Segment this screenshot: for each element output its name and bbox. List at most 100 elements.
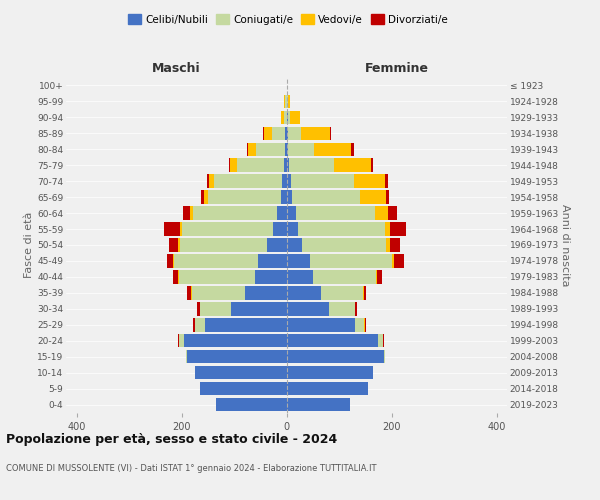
- Bar: [313, 270, 376, 283]
- Bar: [232, 302, 287, 316]
- Bar: [182, 222, 274, 236]
- Bar: [245, 286, 287, 300]
- Bar: [256, 142, 285, 156]
- Bar: [257, 254, 287, 268]
- Bar: [186, 350, 187, 364]
- Bar: [214, 174, 283, 188]
- Bar: [329, 126, 331, 140]
- Bar: [190, 206, 193, 220]
- Bar: [182, 206, 190, 220]
- Bar: [263, 126, 265, 140]
- Bar: [187, 350, 287, 364]
- Bar: [329, 302, 355, 316]
- Bar: [351, 142, 354, 156]
- Bar: [255, 270, 287, 283]
- Bar: [178, 238, 180, 252]
- Bar: [296, 206, 374, 220]
- Bar: [292, 190, 360, 204]
- Bar: [364, 286, 366, 300]
- Bar: [383, 350, 385, 364]
- Bar: [287, 286, 320, 300]
- Bar: [287, 158, 289, 172]
- Bar: [390, 222, 406, 236]
- Bar: [272, 126, 286, 140]
- Bar: [248, 142, 256, 156]
- Bar: [236, 158, 284, 172]
- Bar: [284, 94, 286, 108]
- Bar: [200, 302, 232, 316]
- Text: Popolazione per età, sesso e stato civile - 2024: Popolazione per età, sesso e stato civil…: [6, 432, 337, 446]
- Bar: [290, 110, 299, 124]
- Bar: [301, 126, 329, 140]
- Bar: [354, 174, 385, 188]
- Bar: [169, 238, 178, 252]
- Bar: [286, 94, 287, 108]
- Bar: [284, 158, 287, 172]
- Bar: [286, 126, 287, 140]
- Bar: [194, 318, 205, 332]
- Bar: [394, 254, 404, 268]
- Bar: [197, 302, 200, 316]
- Y-axis label: Anni di nascita: Anni di nascita: [560, 204, 570, 286]
- Bar: [287, 350, 383, 364]
- Bar: [287, 206, 296, 220]
- Text: Femmine: Femmine: [365, 62, 429, 75]
- Text: Maschi: Maschi: [152, 62, 200, 75]
- Bar: [355, 318, 364, 332]
- Bar: [314, 142, 351, 156]
- Bar: [200, 382, 287, 396]
- Bar: [277, 206, 287, 220]
- Y-axis label: Fasce di età: Fasce di età: [24, 212, 34, 278]
- Bar: [184, 334, 287, 347]
- Bar: [376, 270, 377, 283]
- Bar: [281, 190, 287, 204]
- Bar: [287, 254, 310, 268]
- Bar: [365, 318, 366, 332]
- Bar: [360, 190, 386, 204]
- Bar: [192, 286, 245, 300]
- Bar: [205, 318, 287, 332]
- Bar: [379, 334, 383, 347]
- Bar: [287, 382, 368, 396]
- Bar: [201, 190, 203, 204]
- Bar: [298, 222, 385, 236]
- Bar: [334, 158, 371, 172]
- Bar: [288, 142, 314, 156]
- Bar: [179, 334, 184, 347]
- Bar: [385, 174, 388, 188]
- Bar: [230, 158, 236, 172]
- Bar: [355, 302, 357, 316]
- Bar: [287, 110, 290, 124]
- Bar: [203, 190, 208, 204]
- Bar: [287, 302, 329, 316]
- Bar: [281, 110, 284, 124]
- Bar: [173, 254, 257, 268]
- Bar: [274, 222, 287, 236]
- Bar: [290, 174, 354, 188]
- Bar: [167, 254, 173, 268]
- Bar: [386, 190, 389, 204]
- Bar: [374, 206, 388, 220]
- Bar: [173, 270, 178, 283]
- Bar: [386, 238, 391, 252]
- Bar: [287, 270, 313, 283]
- Bar: [208, 190, 281, 204]
- Bar: [180, 222, 182, 236]
- Bar: [178, 334, 179, 347]
- Bar: [265, 126, 272, 140]
- Bar: [388, 206, 397, 220]
- Bar: [285, 142, 287, 156]
- Bar: [391, 238, 400, 252]
- Bar: [229, 158, 230, 172]
- Bar: [179, 270, 255, 283]
- Bar: [362, 286, 364, 300]
- Bar: [289, 158, 334, 172]
- Bar: [284, 110, 287, 124]
- Bar: [194, 366, 287, 380]
- Bar: [207, 174, 209, 188]
- Bar: [215, 398, 287, 411]
- Bar: [187, 286, 191, 300]
- Bar: [287, 238, 302, 252]
- Bar: [287, 222, 298, 236]
- Bar: [247, 142, 248, 156]
